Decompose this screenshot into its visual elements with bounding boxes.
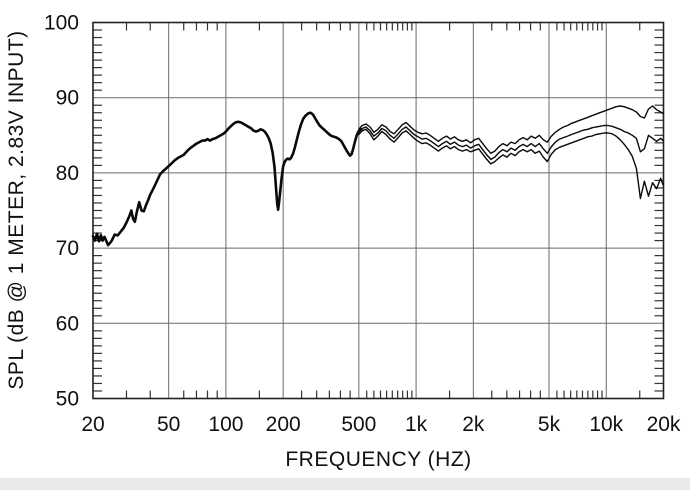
x-tick-label: 20 — [81, 413, 104, 436]
curve-merged-traces-low-frequency — [91, 111, 363, 247]
x-tick-label: 50 — [157, 413, 180, 436]
y-tick-label: 100 — [44, 12, 79, 35]
y-tick-label: 70 — [56, 237, 79, 260]
plot-frame — [92, 21, 665, 400]
x-tick-label: 500 — [341, 413, 376, 436]
curve-upper-trace — [358, 105, 664, 154]
x-tick-label: 200 — [266, 413, 301, 436]
x-tick-label: 100 — [208, 413, 243, 436]
window-bottom-strip — [0, 478, 690, 490]
y-tick-label: 80 — [56, 162, 79, 185]
y-tick-label: 90 — [56, 87, 79, 110]
y-tick-label: 60 — [56, 312, 79, 335]
x-tick-label: 20k — [647, 413, 681, 436]
y-axis-title: SPL (dB @ 1 METER, 2.83V INPUT) — [5, 30, 28, 390]
x-tick-label: 10k — [589, 413, 623, 436]
curve-middle-trace — [358, 124, 664, 161]
curve-lower-trace — [358, 128, 664, 200]
x-axis-title: FREQUENCY (HZ) — [285, 448, 472, 471]
x-tick-label: 2k — [462, 413, 485, 436]
x-tick-label: 1k — [405, 413, 428, 436]
y-tick-label: 50 — [56, 388, 79, 411]
x-tick-label: 5k — [538, 413, 561, 436]
